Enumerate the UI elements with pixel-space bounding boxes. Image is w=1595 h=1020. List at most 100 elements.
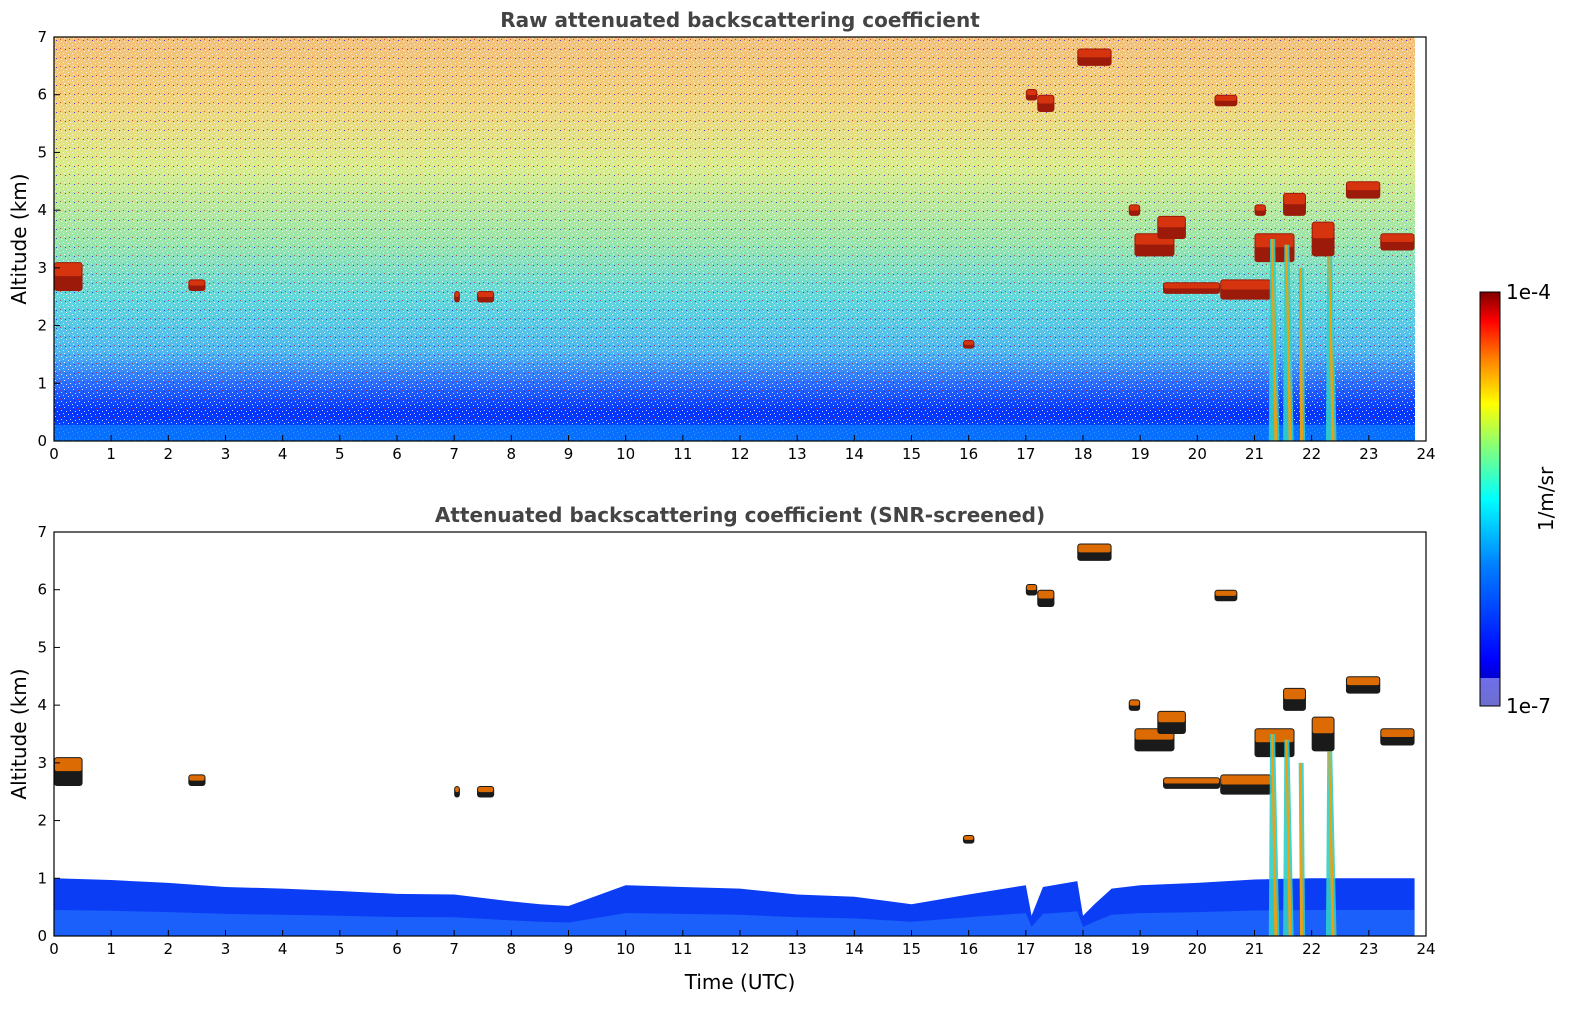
colorbar: 1e-4 1e-7 1/m/sr (1479, 280, 1558, 718)
cloud-feature-core (1284, 193, 1305, 205)
x-tick-label: 6 (392, 445, 402, 463)
x-tick-label: 21 (1245, 940, 1264, 958)
precipitation-streak-core (1299, 267, 1304, 441)
precipitation-streak-core (1328, 751, 1335, 936)
bottom-panel: Attenuated backscattering coefficient (S… (7, 503, 1436, 994)
x-tick-label: 9 (564, 445, 574, 463)
cloud-feature-core (478, 291, 494, 298)
x-tick-label: 17 (1016, 445, 1035, 463)
bottom-y-axis-label: Altitude (km) (7, 668, 31, 799)
top-surface-layer (54, 425, 1415, 441)
y-tick-label: 4 (37, 201, 47, 219)
colorbar-frame (1479, 291, 1501, 707)
x-tick-label: 8 (507, 445, 517, 463)
top-ticks: 0 1 2 3 4 5 6 7 8 9 10 11 12 13 14 15 16 17 18 19 20 21 22 23 24… (37, 28, 1435, 463)
x-tick-label: 23 (1359, 940, 1378, 958)
top-panel: Raw attenuated backscattering coefficien… (7, 8, 1436, 463)
x-tick-label: 24 (1416, 940, 1435, 958)
cloud-feature-core (189, 280, 205, 286)
x-tick-label: 23 (1359, 445, 1378, 463)
x-tick-label: 4 (278, 940, 288, 958)
x-tick-label: 18 (1073, 940, 1092, 958)
precipitation-streak-core (1271, 734, 1278, 936)
cloud-feature-core (1078, 544, 1111, 553)
precipitation-streak-core (1299, 762, 1304, 936)
cloud-feature-core (1221, 775, 1271, 785)
y-tick-label: 2 (37, 812, 47, 830)
x-tick-label: 9 (564, 940, 574, 958)
x-tick-label: 11 (673, 940, 692, 958)
cloud-feature-core (1129, 205, 1140, 211)
colorbar-max-label: 1e-4 (1506, 280, 1551, 304)
cloud-feature-core (1346, 182, 1380, 191)
cloud-feature-core (1312, 717, 1334, 734)
x-tick-label: 6 (392, 940, 402, 958)
x-tick-label: 21 (1245, 445, 1264, 463)
bottom-ticks: 0 1 2 3 4 5 6 7 8 9 10 11 12 13 14 15 16 17 18 19 20 21 22 23 24… (37, 523, 1435, 958)
x-tick-label: 12 (730, 445, 749, 463)
x-tick-label: 14 (845, 445, 864, 463)
x-tick-label: 20 (1188, 940, 1207, 958)
x-tick-label: 1 (106, 940, 116, 958)
cloud-feature-core (1038, 95, 1054, 104)
top-features (54, 48, 1415, 441)
colorbar-min-label: 1e-7 (1506, 694, 1551, 718)
x-tick-label: 0 (49, 940, 59, 958)
precipitation-streak-core (1328, 256, 1335, 441)
y-tick-label: 1 (37, 869, 47, 887)
cloud-feature-core (1026, 89, 1037, 96)
cloud-feature-core (963, 836, 974, 840)
x-tick-label: 7 (449, 940, 459, 958)
x-tick-label: 17 (1016, 940, 1035, 958)
cloud-feature-core (1381, 234, 1414, 243)
x-tick-label: 15 (902, 940, 921, 958)
x-tick-label: 13 (788, 940, 807, 958)
top-heatmap-noise (54, 37, 1415, 441)
cloud-feature-core (1026, 584, 1037, 591)
x-tick-label: 18 (1073, 445, 1092, 463)
x-tick-label: 16 (959, 940, 978, 958)
y-tick-label: 0 (37, 927, 47, 945)
precipitation-streak-core (1285, 244, 1292, 441)
x-tick-label: 0 (49, 445, 59, 463)
x-tick-label: 13 (788, 445, 807, 463)
x-tick-label: 11 (673, 445, 692, 463)
cloud-feature-core (1164, 778, 1220, 784)
precipitation-streak-core (1285, 739, 1292, 936)
x-tick-label: 7 (449, 445, 459, 463)
x-tick-label: 14 (845, 940, 864, 958)
cloud-feature-core (55, 263, 82, 277)
colorbar-unit-label: 1/m/sr (1534, 466, 1558, 531)
x-axis-label: Time (UTC) (684, 970, 796, 994)
cloud-feature-core (189, 775, 205, 781)
cloud-feature-core (455, 786, 459, 793)
x-tick-label: 2 (164, 445, 174, 463)
x-tick-label: 8 (507, 940, 517, 958)
bottom-heatmap-background (54, 532, 1426, 936)
cloud-feature-core (478, 786, 494, 793)
cloud-feature-core (1346, 677, 1380, 686)
bottom-panel-title: Attenuated backscattering coefficient (S… (435, 503, 1045, 527)
y-tick-label: 1 (37, 374, 47, 392)
x-tick-label: 22 (1302, 445, 1321, 463)
cloud-feature-core (1078, 49, 1111, 58)
x-tick-label: 10 (616, 940, 635, 958)
bottom-boundary-layer-highlight (54, 910, 1415, 936)
cloud-feature-core (1215, 590, 1237, 596)
x-tick-label: 2 (164, 940, 174, 958)
colorbar-low-band (1480, 678, 1500, 706)
y-tick-label: 4 (37, 696, 47, 714)
y-tick-label: 5 (37, 638, 47, 656)
cloud-feature-core (1221, 280, 1271, 290)
x-tick-label: 19 (1131, 445, 1150, 463)
cloud-feature-core (1038, 590, 1054, 599)
cloud-feature-core (1284, 688, 1305, 700)
x-tick-label: 22 (1302, 940, 1321, 958)
cloud-feature-core (1164, 283, 1220, 289)
x-tick-label: 5 (335, 940, 345, 958)
cloud-feature-core (1158, 711, 1185, 723)
cloud-feature-core (1255, 205, 1265, 211)
cloud-feature-core (1158, 216, 1185, 228)
x-tick-label: 19 (1131, 940, 1150, 958)
cloud-feature-core (455, 291, 459, 298)
